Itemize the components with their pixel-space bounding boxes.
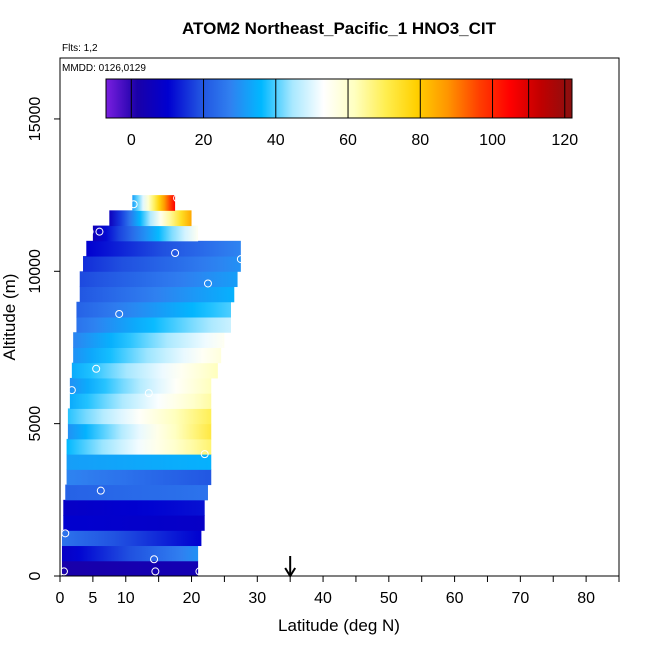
heatmap-row [66,469,212,486]
heatmap-row [83,256,241,272]
x-tick-label: 40 [314,590,332,607]
sample-point [144,389,153,398]
x-tick-label: 70 [511,590,529,607]
heatmap-row [92,225,199,242]
x-tick-label: 60 [446,590,464,607]
colorbar-gradient [105,78,573,119]
heatmap-row [79,286,235,303]
heatmap-row [71,362,218,379]
sample-point [151,567,160,576]
sample-point [92,364,101,373]
heatmap-row [63,515,205,531]
heatmap-row [132,195,176,211]
sample-point [150,555,159,564]
sample-points [60,194,245,576]
heatmap-row [61,560,199,576]
heatmap-row [69,377,212,394]
x-axis: 0 5 10 20 30 40 50 60 70 80 [56,576,620,607]
colorbar-tick-label: 80 [411,132,429,149]
x-axis-label: Latitude (deg N) [278,616,400,635]
x-tick-label: 10 [117,590,135,607]
sample-point [217,437,226,446]
x-tick-label: 5 [88,590,97,607]
sample-point [236,255,245,264]
x-tick-label: 30 [248,590,266,607]
y-axis: 0 5000 10000 15000 [27,97,60,580]
sample-point [171,249,180,258]
sample-point [129,200,138,209]
colorbar-tick-label: 60 [339,132,357,149]
dates-label: MMDD: 0126,0129 [62,63,146,74]
heatmap-row [73,332,225,348]
sample-point [74,258,83,267]
heatmap-layer [61,195,241,576]
flights-label: Flts: 1,2 [62,43,98,54]
heatmap-row [76,317,231,333]
sample-point [200,450,209,459]
x-tick-label: 50 [380,590,398,607]
y-tick-label: 0 [27,571,44,580]
heatmap-row [67,423,212,440]
colorbar-tick-label: 40 [267,132,285,149]
heatmap-row [69,393,212,409]
colorbar-tick-label: 20 [195,132,213,149]
heatmap-row [79,271,238,288]
arrow-head [284,567,297,578]
colorbar-ticks: 0 20 40 60 80 100 120 [127,132,578,149]
colorbar-tick-label: 0 [127,132,136,149]
colorbar: 0 20 40 60 80 100 120 [105,78,578,149]
heatmap-row [65,484,208,501]
colorbar-dividers [130,79,566,118]
sample-point [96,486,105,495]
y-tick-label: 10000 [27,249,44,294]
y-tick-label: 15000 [27,97,44,142]
heatmap-row [86,240,241,257]
heatmap-row [66,438,212,455]
x-tick-label: 0 [56,590,65,607]
heatmap-row [63,499,205,516]
sample-point [203,279,212,288]
x-tick-label: 80 [577,590,595,607]
heatmap-row [109,210,192,227]
colorbar-tick-label: 100 [479,132,506,149]
heatmap-row [66,454,212,470]
y-tick-label: 5000 [27,406,44,442]
sample-point [95,227,104,236]
x-tick-label: 20 [183,590,201,607]
chart-title: ATOM2 Northeast_Pacific_1 HNO3_CIT [182,19,497,38]
plot-frame [59,57,620,577]
heatmap-row [61,530,202,547]
sample-point [61,529,70,538]
sample-point [173,194,182,203]
sample-point [115,309,124,318]
heatmap-row [67,408,212,425]
sample-point [85,227,94,236]
heatmap-row [73,347,222,364]
heatmap-row [61,545,199,562]
latitude-arrow [284,556,297,578]
heatmap-row [76,301,231,318]
y-axis-label: Altitude (m) [0,274,19,361]
sample-point [67,386,76,395]
sample-point [195,567,204,576]
colorbar-tick-label: 120 [551,132,578,149]
